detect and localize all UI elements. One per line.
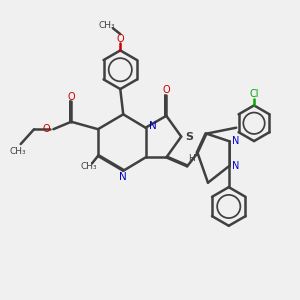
Text: S: S [186, 132, 194, 142]
Text: N: N [232, 136, 240, 146]
Text: N: N [119, 172, 127, 182]
Text: N: N [232, 161, 240, 171]
Text: CH₃: CH₃ [99, 21, 115, 30]
Text: O: O [163, 85, 170, 95]
Text: CH₃: CH₃ [9, 147, 26, 156]
Text: O: O [42, 124, 50, 134]
Text: CH₃: CH₃ [81, 162, 98, 171]
Text: O: O [68, 92, 75, 101]
Text: Cl: Cl [249, 89, 259, 99]
Text: O: O [116, 34, 124, 44]
Text: N: N [148, 121, 156, 131]
Text: H: H [188, 154, 195, 164]
